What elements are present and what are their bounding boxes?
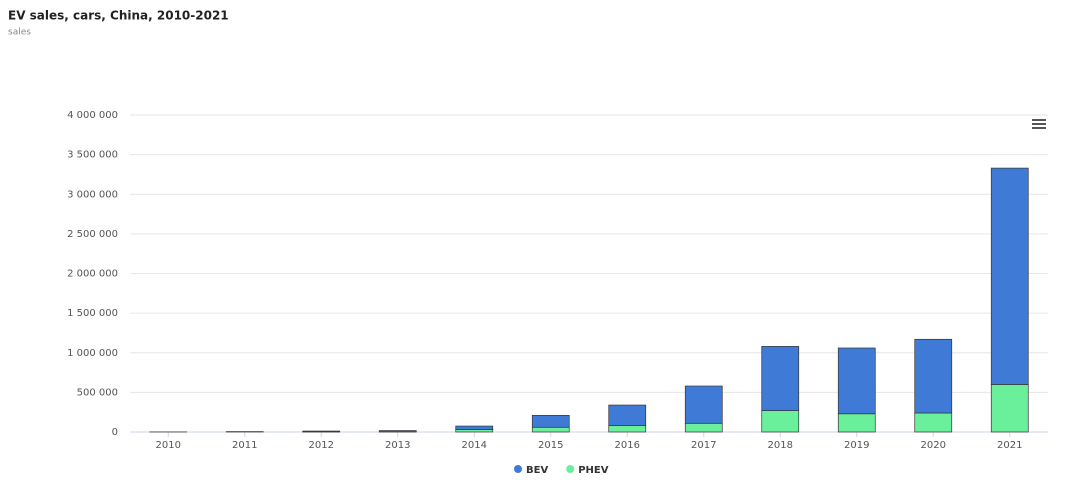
menu-line — [1032, 127, 1046, 129]
y-tick-label: 3 000 000 — [67, 189, 118, 200]
bar — [914, 338, 953, 414]
bar — [531, 426, 570, 433]
chart-title: EV sales, cars, China, 2010-2021 — [8, 9, 229, 23]
bar — [455, 429, 494, 433]
bar — [761, 410, 800, 433]
x-tick-label: 2013 — [385, 440, 410, 451]
bar — [837, 413, 876, 433]
menu-button[interactable] — [1032, 119, 1046, 129]
legend-marker — [514, 465, 522, 473]
bar — [990, 384, 1029, 433]
y-tick-label: 2 000 000 — [67, 269, 118, 280]
x-tick-label: 2020 — [921, 440, 946, 451]
bar — [608, 425, 647, 433]
bar — [914, 412, 953, 433]
x-tick-label: 2016 — [615, 440, 640, 451]
legend-label: PHEV — [578, 465, 609, 476]
chart-subtitle: sales — [8, 28, 31, 38]
y-tick-label: 4 000 000 — [67, 110, 118, 121]
y-tick-label: 0 — [112, 427, 118, 438]
x-tick-label: 2014 — [462, 440, 487, 451]
x-tick-label: 2017 — [691, 440, 716, 451]
x-tick-label: 2019 — [844, 440, 869, 451]
x-tick-label: 2018 — [768, 440, 793, 451]
x-tick-label: 2011 — [232, 440, 257, 451]
bar — [378, 430, 417, 433]
bar — [531, 415, 570, 428]
legend-label: BEV — [526, 465, 548, 476]
y-tick-label: 500 000 — [77, 387, 118, 398]
x-tick-label: 2015 — [538, 440, 563, 451]
bar — [608, 404, 647, 427]
x-tick-label: 2021 — [997, 440, 1022, 451]
menu-line — [1032, 119, 1046, 121]
legend-marker — [566, 465, 575, 473]
bar — [302, 430, 341, 433]
bar — [837, 347, 876, 415]
y-tick-label: 1 500 000 — [67, 308, 118, 319]
bar — [455, 425, 494, 430]
y-tick-label: 3 500 000 — [67, 150, 118, 161]
y-tick-label: 1 000 000 — [67, 348, 118, 359]
x-tick-label: 2010 — [156, 440, 181, 451]
y-tick-label: 2 500 000 — [67, 229, 118, 240]
menu-line — [1032, 123, 1046, 125]
bar — [684, 422, 723, 433]
bar — [761, 346, 800, 411]
x-tick-label: 2012 — [309, 440, 334, 451]
bar — [684, 385, 723, 424]
bar — [990, 167, 1029, 385]
